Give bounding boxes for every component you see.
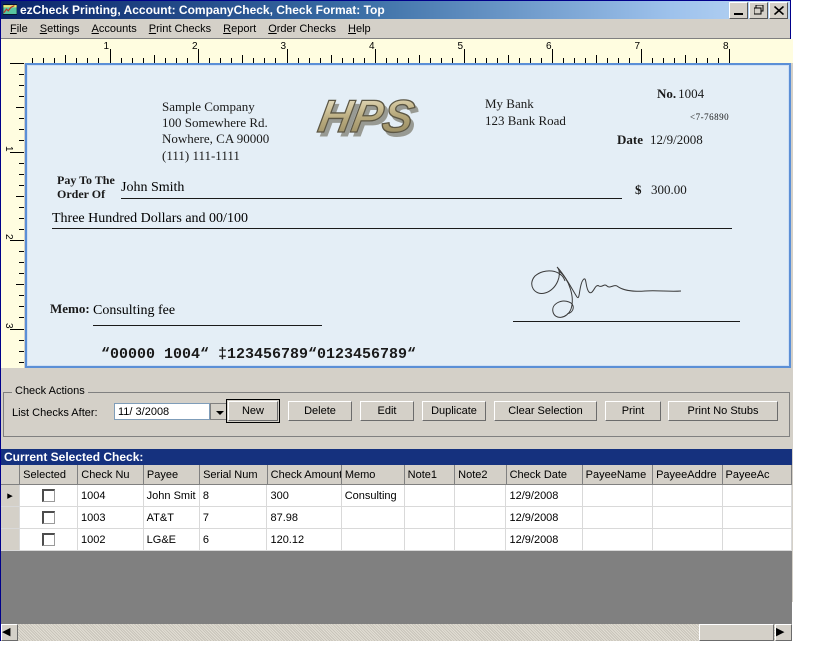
svg-text:HPS: HPS [315,90,418,142]
